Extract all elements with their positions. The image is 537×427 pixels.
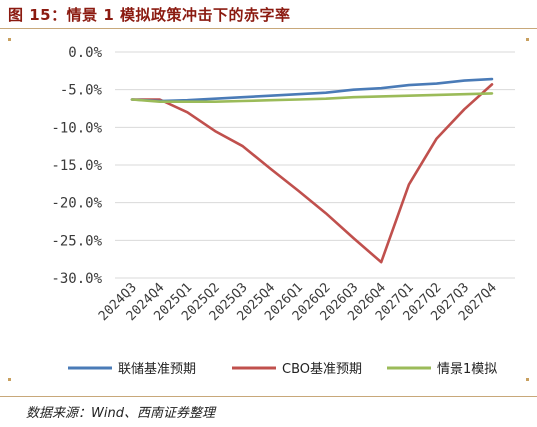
series-lines xyxy=(130,77,494,264)
y-tick-label: -10.0% xyxy=(51,120,102,136)
series-line xyxy=(130,92,494,103)
series-line xyxy=(130,77,494,103)
y-tick-label: -30.0% xyxy=(51,271,102,287)
legend-label: 联储基准预期 xyxy=(118,362,196,377)
y-tick-label: -25.0% xyxy=(51,233,102,249)
y-axis: 0.0% -5.0% -10.0% -15.0% -20.0% -25.0% -30.0% xyxy=(51,45,102,287)
corner-mark xyxy=(8,38,11,41)
corner-mark xyxy=(526,38,529,41)
source-note: 数据来源：Wind、西南证券整理 xyxy=(26,406,215,421)
legend: 联储基准预期 CBO基准预期 情景1模拟 xyxy=(68,362,497,377)
x-axis: 2024Q32024Q42025Q12025Q22025Q32025Q42026… xyxy=(96,280,500,324)
chart-title: 图 15：情景 1 模拟政策冲击下的赤字率 xyxy=(8,6,291,24)
gridlines xyxy=(115,51,515,279)
title-divider xyxy=(0,28,537,29)
legend-label: CBO基准预期 xyxy=(282,362,362,377)
y-tick-label: 0.0% xyxy=(68,45,102,61)
y-tick-label: -5.0% xyxy=(60,83,103,99)
legend-label: 情景1模拟 xyxy=(437,362,497,377)
y-tick-label: -15.0% xyxy=(51,158,102,174)
y-tick-label: -20.0% xyxy=(51,196,102,212)
corner-mark xyxy=(8,378,11,381)
line-chart: 0.0%-5.0%-10.0%-15.0%-20.0%-25.0%-30.0% … xyxy=(51,45,515,377)
series-line xyxy=(130,83,494,264)
corner-mark xyxy=(526,378,529,381)
footer-divider xyxy=(0,396,537,397)
